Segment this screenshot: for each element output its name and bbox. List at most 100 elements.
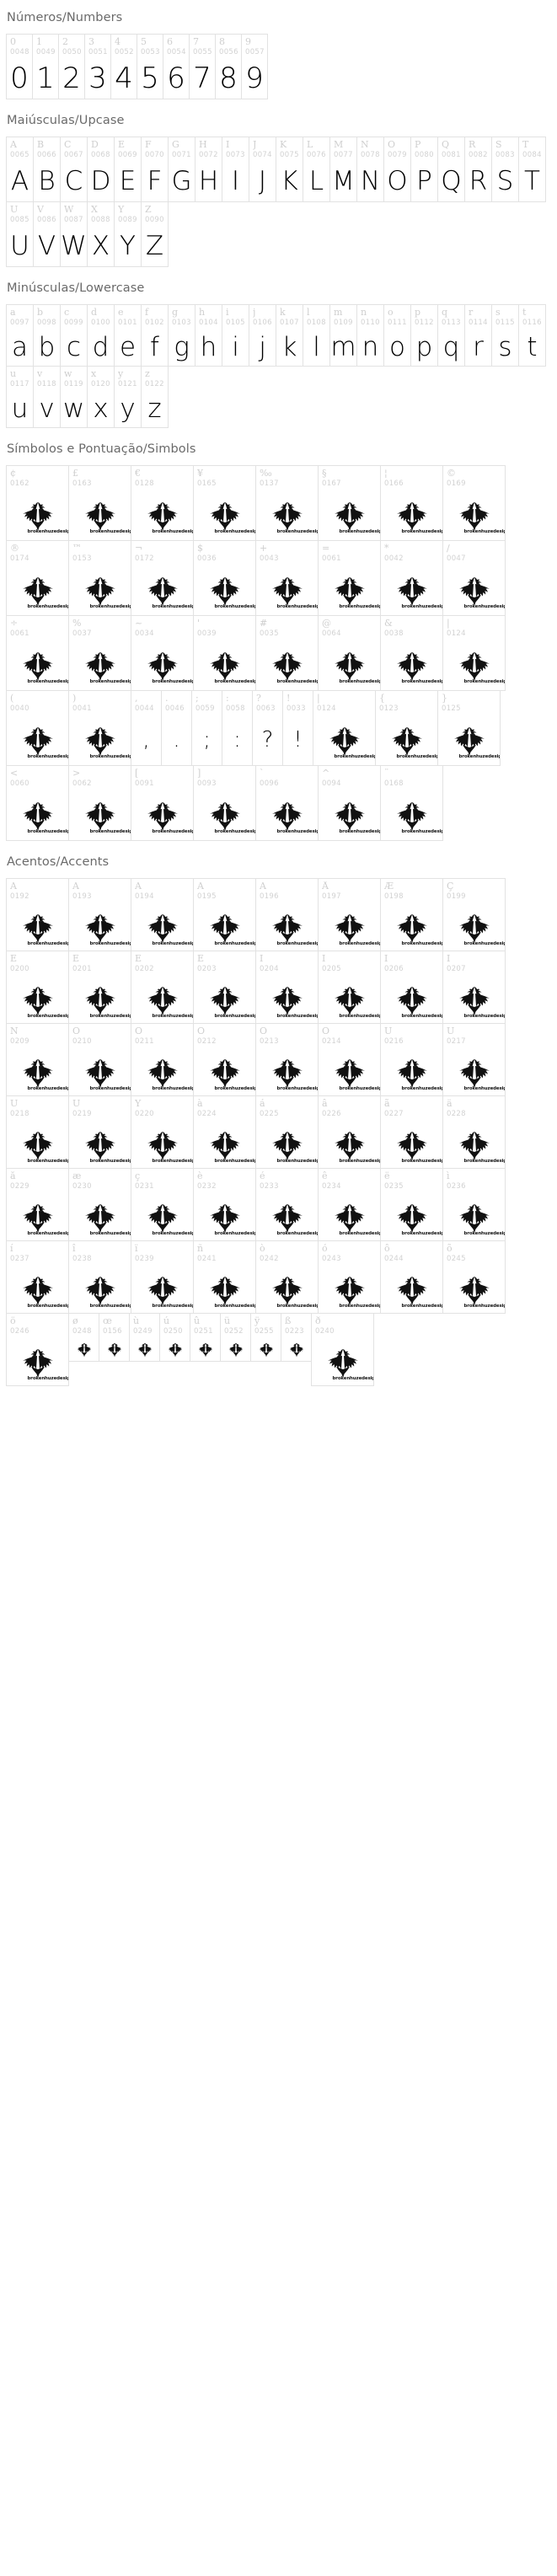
glyph-cell[interactable]: :0058:: [222, 690, 253, 766]
glyph-cell[interactable]: $0036 brokenhuzedesign: [193, 540, 256, 616]
glyph-cell[interactable]: ¦ 0166 brokenhuzedesign: [380, 465, 443, 541]
glyph-cell[interactable]: 3 0051 3: [84, 34, 111, 99]
glyph-cell[interactable]: +0043 brokenhuzedesign: [255, 540, 319, 616]
glyph-cell[interactable]: ? 0063?: [252, 690, 283, 766]
glyph-cell[interactable]: y 0121 y: [114, 366, 142, 428]
glyph-cell[interactable]: a 0097 a: [6, 304, 34, 367]
glyph-cell[interactable]: ) 0041 brokenhuzedesign: [68, 690, 131, 766]
glyph-cell[interactable]: b 0098 b: [33, 304, 61, 367]
glyph-cell[interactable]: O 0079 O: [383, 137, 411, 202]
glyph-cell[interactable]: â 0226 brokenhuzedesign: [318, 1095, 381, 1169]
glyph-cell[interactable]: m 0109 m: [329, 304, 357, 367]
glyph-cell[interactable]: ô 0244 brokenhuzedesign: [380, 1240, 443, 1314]
glyph-cell[interactable]: Ê 0202 brokenhuzedesign: [131, 951, 194, 1024]
glyph-cell[interactable]: ï 0239 brokenhuzedesign: [131, 1240, 194, 1314]
glyph-cell[interactable]: | 0124 brokenhuzedesign: [442, 615, 506, 691]
glyph-cell[interactable]: 8 0056 8: [215, 34, 242, 99]
glyph-cell[interactable]: 1 0049 1: [32, 34, 59, 99]
glyph-cell[interactable]: j 0106 j: [249, 304, 276, 367]
glyph-cell[interactable]: F 0070 F: [141, 137, 169, 202]
glyph-cell[interactable]: à 0224 brokenhuzedesign: [193, 1095, 256, 1169]
glyph-cell[interactable]: ç 0231 brokenhuzedesign: [131, 1168, 194, 1241]
glyph-cell[interactable]: A 0065 A: [6, 137, 34, 202]
glyph-cell[interactable]: i 0105 i: [222, 304, 249, 367]
glyph-cell[interactable]: f 0102 f: [141, 304, 169, 367]
glyph-cell[interactable]: Ä 0196 brokenhuzedesign: [255, 878, 319, 951]
glyph-cell[interactable]: ! 0033!: [282, 690, 313, 766]
glyph-cell[interactable]: 2 0050 2: [58, 34, 85, 99]
glyph-cell[interactable]: Ý 0220 brokenhuzedesign: [131, 1095, 194, 1169]
glyph-cell[interactable]: W 0087 W: [60, 201, 88, 267]
glyph-cell[interactable]: s 0115 s: [491, 304, 519, 367]
glyph-cell[interactable]: V 0086 V: [33, 201, 61, 267]
glyph-cell[interactable]: ® 0174 brokenhuzedesign: [6, 540, 69, 616]
glyph-cell[interactable]: 6 0054 6: [163, 34, 190, 99]
glyph-cell[interactable]: B 0066 B: [33, 137, 61, 202]
glyph-cell[interactable]: Z 0090 Z: [141, 201, 169, 267]
glyph-cell[interactable]: /0047 brokenhuzedesign: [442, 540, 506, 616]
glyph-cell[interactable]: q 0113 q: [437, 304, 465, 367]
glyph-cell[interactable]: M 0077 M: [329, 137, 357, 202]
glyph-cell[interactable]: #0035 brokenhuzedesign: [255, 615, 319, 691]
glyph-cell[interactable]: % 0037 brokenhuzedesign: [68, 615, 131, 691]
glyph-cell[interactable]: L 0076 L: [303, 137, 330, 202]
glyph-cell[interactable]: Ò 0210 brokenhuzedesign: [68, 1023, 131, 1096]
glyph-cell[interactable]: r 0114 r: [464, 304, 492, 367]
glyph-cell[interactable]: î 0238 brokenhuzedesign: [68, 1240, 131, 1314]
glyph-cell[interactable]: Ù 0216 brokenhuzedesign: [380, 1023, 443, 1096]
glyph-cell[interactable]: Y 0089 Y: [114, 201, 142, 267]
glyph-cell[interactable]: Â 0194 brokenhuzedesign: [131, 878, 194, 951]
glyph-cell[interactable]: 5 0053 5: [137, 34, 163, 99]
glyph-cell[interactable]: 9 0057 9: [241, 34, 268, 99]
glyph-cell[interactable]: G 0071 G: [168, 137, 195, 202]
glyph-cell[interactable]: Ã 0195 brokenhuzedesign: [193, 878, 256, 951]
glyph-cell[interactable]: ¬ 0172 brokenhuzedesign: [131, 540, 194, 616]
glyph-cell[interactable]: ê 0234 brokenhuzedesign: [318, 1168, 381, 1241]
glyph-cell[interactable]: Õ 0213 brokenhuzedesign: [255, 1023, 319, 1096]
glyph-cell[interactable]: é 0233 brokenhuzedesign: [255, 1168, 319, 1241]
glyph-cell[interactable]: å 0229 brokenhuzedesign: [6, 1168, 69, 1241]
glyph-cell[interactable]: . 0046.: [161, 690, 192, 766]
glyph-cell[interactable]: d 0100 d: [87, 304, 115, 367]
glyph-cell[interactable]: ñ 0241 brokenhuzedesign: [193, 1240, 256, 1314]
glyph-cell[interactable]: Ñ 0209 brokenhuzedesign: [6, 1023, 69, 1096]
glyph-cell[interactable]: ^ 0094 brokenhuzedesign: [318, 765, 381, 841]
glyph-cell[interactable]: ÷ 0061 brokenhuzedesign: [6, 615, 69, 691]
glyph-cell[interactable]: õ 0245 brokenhuzedesign: [442, 1240, 506, 1314]
glyph-cell[interactable]: 0 0048 0: [6, 34, 33, 99]
glyph-cell[interactable]: Í 0205 brokenhuzedesign: [318, 951, 381, 1024]
glyph-cell[interactable]: g 0103 g: [168, 304, 195, 367]
glyph-cell[interactable]: n 0110 n: [356, 304, 384, 367]
glyph-cell[interactable]: á 0225 brokenhuzedesign: [255, 1095, 319, 1169]
glyph-cell[interactable]: ó 0243 brokenhuzedesign: [318, 1240, 381, 1314]
glyph-cell[interactable]: l 0108 l: [303, 304, 330, 367]
glyph-cell[interactable]: E 0069 E: [114, 137, 142, 202]
glyph-cell[interactable]: ì 0236 brokenhuzedesign: [442, 1168, 506, 1241]
glyph-cell[interactable]: H 0072 H: [195, 137, 222, 202]
glyph-cell[interactable]: © 0169 brokenhuzedesign: [442, 465, 506, 541]
glyph-cell[interactable]: Ú 0217 brokenhuzedesign: [442, 1023, 506, 1096]
glyph-cell[interactable]: P 0080 P: [410, 137, 438, 202]
glyph-cell[interactable]: ] 0093 brokenhuzedesign: [193, 765, 256, 841]
glyph-cell[interactable]: Ç 0199 brokenhuzedesign: [442, 878, 506, 951]
glyph-cell[interactable]: ` 0096 brokenhuzedesign: [255, 765, 319, 841]
glyph-cell[interactable]: * 0042 brokenhuzedesign: [380, 540, 443, 616]
glyph-cell[interactable]: 4 0052 4: [110, 34, 137, 99]
glyph-cell[interactable]: , 0044,: [131, 690, 162, 766]
glyph-cell[interactable]: w 0119 w: [60, 366, 88, 428]
glyph-cell[interactable]: 7 0055 7: [189, 34, 216, 99]
glyph-cell[interactable]: C 0067 C: [60, 137, 88, 202]
glyph-cell[interactable]: N 0078 N: [356, 137, 384, 202]
glyph-cell[interactable]: Ó 0211 brokenhuzedesign: [131, 1023, 194, 1096]
glyph-cell[interactable]: £0163 brokenhuzedesign: [68, 465, 131, 541]
glyph-cell[interactable]: e 0101 e: [114, 304, 142, 367]
glyph-cell[interactable]: €0128 brokenhuzedesign: [131, 465, 194, 541]
glyph-cell[interactable]: Å 0197 brokenhuzedesign: [318, 878, 381, 951]
